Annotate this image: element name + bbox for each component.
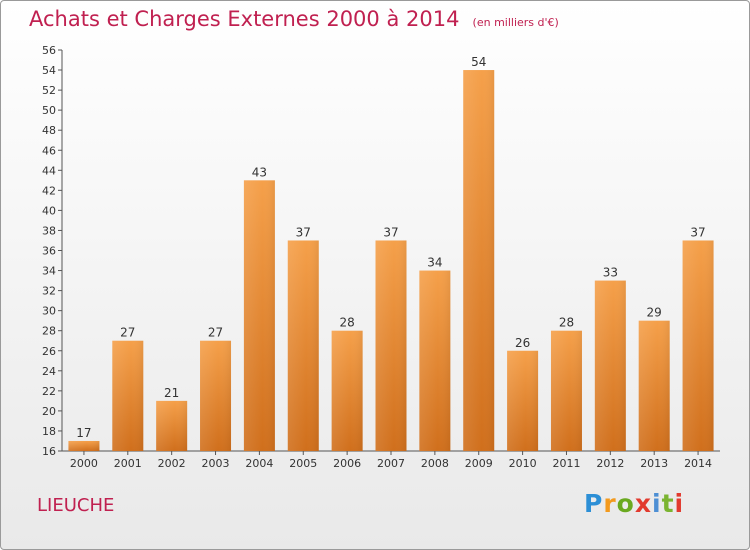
bar-value-label: 26	[515, 336, 530, 350]
bar-value-label: 37	[690, 225, 705, 239]
bar-value-label: 33	[603, 266, 618, 280]
bar-value-label: 27	[208, 326, 223, 340]
chart-unit-note: (en milliers d'€)	[472, 16, 559, 29]
bar-sheen	[331, 330, 363, 451]
bar-value-label: 37	[383, 225, 398, 239]
chart-title-text: Achats et Charges Externes 2000 à 2014	[29, 7, 460, 31]
bar-value-label: 21	[164, 386, 179, 400]
y-tick-label: 50	[42, 104, 56, 117]
x-tick-label: 2001	[114, 457, 142, 470]
x-tick-label: 2008	[421, 457, 449, 470]
x-tick-label: 2010	[509, 457, 537, 470]
x-tick-label: 2004	[245, 457, 273, 470]
y-tick-label: 52	[42, 84, 56, 97]
bar-sheen	[112, 340, 144, 451]
x-tick-label: 2007	[377, 457, 405, 470]
plot-area: 16 18 20 22 24 26 28 30 32 34 36 38 40 42 44 46 48 50 52 54…	[42, 44, 720, 470]
bar-sheen	[200, 340, 232, 451]
commune-name: LIEUCHE	[37, 495, 115, 516]
x-tick-label: 2012	[596, 457, 624, 470]
bar-sheen	[156, 400, 188, 451]
bar-value-label: 43	[252, 165, 267, 179]
y-tick-label: 20	[42, 405, 56, 418]
bar-value-label: 34	[427, 256, 442, 270]
bar-sheen	[419, 270, 451, 451]
y-tick-label: 38	[42, 224, 56, 237]
bar-sheen	[638, 320, 670, 451]
bar-sheen	[463, 70, 495, 452]
bar-sheen	[287, 240, 319, 451]
y-tick-label: 36	[42, 245, 56, 258]
bar-value-label: 37	[296, 225, 311, 239]
x-tick-label: 2011	[552, 457, 580, 470]
bar-value-label: 28	[339, 316, 354, 330]
y-tick-label: 28	[42, 325, 56, 338]
y-tick-label: 48	[42, 124, 56, 137]
bar-sheen	[375, 240, 407, 451]
bar-sheen	[594, 280, 626, 451]
y-tick-label: 24	[42, 365, 56, 378]
bar-sheen	[682, 240, 714, 451]
y-tick-label: 22	[42, 385, 56, 398]
y-tick-label: 30	[42, 305, 56, 318]
x-tick-label: 2014	[684, 457, 712, 470]
bar-sheen	[68, 440, 100, 451]
y-tick-label: 44	[42, 164, 56, 177]
y-tick-label: 34	[42, 265, 56, 278]
y-tick-label: 18	[42, 425, 56, 438]
y-tick-label: 42	[42, 184, 56, 197]
bar-sheen	[550, 330, 582, 451]
y-tick-label: 32	[42, 285, 56, 298]
x-tick-label: 2009	[465, 457, 493, 470]
bar-sheen	[243, 180, 275, 451]
bar-value-label: 27	[120, 326, 135, 340]
y-tick-label: 40	[42, 204, 56, 217]
x-tick-label: 2003	[202, 457, 230, 470]
y-tick-label: 26	[42, 345, 56, 358]
y-tick-label: 46	[42, 144, 56, 157]
bar-sheen	[507, 350, 539, 451]
x-tick-label: 2002	[158, 457, 186, 470]
bar-value-label: 17	[76, 426, 91, 440]
x-tick-label: 2013	[640, 457, 668, 470]
x-tick-label: 2000	[70, 457, 98, 470]
bar-value-label: 29	[647, 306, 662, 320]
y-tick-label: 54	[42, 64, 56, 77]
x-tick-label: 2005	[289, 457, 317, 470]
chart-title: Achats et Charges Externes 2000 à 2014 (…	[29, 7, 559, 31]
bar-value-label: 28	[559, 316, 574, 330]
proxiti-logo: Proxiti	[584, 489, 685, 518]
bar-value-label: 54	[471, 55, 486, 69]
y-tick-label: 16	[42, 445, 56, 458]
x-tick-label: 2006	[333, 457, 361, 470]
y-tick-label: 56	[42, 44, 56, 57]
